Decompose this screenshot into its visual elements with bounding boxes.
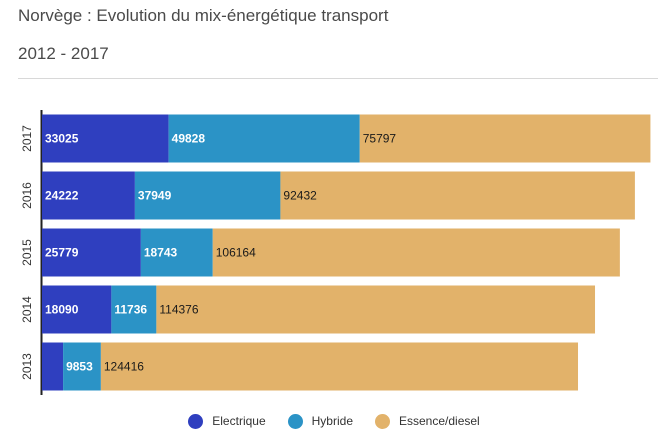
bar-electrique-2013[interactable] bbox=[42, 342, 64, 391]
title-divider bbox=[18, 78, 658, 79]
data-label-hybride-2016: 37949 bbox=[138, 189, 172, 203]
bar-hybride-2014[interactable] bbox=[111, 285, 157, 334]
chart-subtitle: 2012 - 2017 bbox=[18, 44, 109, 63]
chart-title: Norvège : Evolution du mix-énergétique t… bbox=[18, 6, 389, 25]
bar-essence-diesel-2016[interactable] bbox=[280, 171, 635, 220]
data-label-electrique-2016: 24222 bbox=[45, 189, 79, 203]
bar-essence-diesel-2015[interactable] bbox=[212, 228, 620, 277]
data-label-electrique-2014: 18090 bbox=[45, 303, 79, 317]
legend-label-essence: Essence/diesel bbox=[399, 414, 480, 428]
data-label-essence-diesel-2014: 114376 bbox=[159, 303, 198, 317]
bar-hybride-2017[interactable] bbox=[168, 114, 360, 163]
bar-electrique-2014[interactable] bbox=[42, 285, 112, 334]
bar-essence-diesel-2017[interactable] bbox=[359, 114, 651, 163]
legend-label-hybride: Hybride bbox=[311, 414, 353, 428]
legend-swatch-essence bbox=[375, 413, 390, 429]
data-label-essence-diesel-2016: 92432 bbox=[283, 189, 317, 203]
bar-hybride-2015[interactable] bbox=[140, 228, 213, 277]
data-label-hybride-2017: 49828 bbox=[172, 132, 206, 146]
legend-swatch-hybride bbox=[287, 413, 303, 429]
stacked-bar-chart: 2017 33025 49828 75797 2016 24222 37949 92432 20… bbox=[20, 110, 651, 395]
data-label-essence-diesel-2017: 75797 bbox=[363, 132, 397, 146]
category-label-2017: 2017 bbox=[20, 125, 34, 152]
data-label-electrique-2015: 25779 bbox=[45, 246, 79, 260]
bar-hybride-2013[interactable] bbox=[63, 342, 101, 391]
legend: Electrique Hybride Essence/diesel bbox=[0, 411, 668, 431]
bar-electrique-2017[interactable] bbox=[42, 114, 169, 163]
legend-swatch-electrique bbox=[188, 413, 204, 429]
bar-electrique-2016[interactable] bbox=[42, 171, 135, 220]
category-label-2016: 2016 bbox=[20, 182, 34, 209]
bar-hybride-2016[interactable] bbox=[134, 171, 281, 220]
category-label-2014: 2014 bbox=[20, 296, 34, 323]
category-label-2015: 2015 bbox=[20, 239, 34, 266]
bar-electrique-2015[interactable] bbox=[42, 228, 141, 277]
data-label-essence-diesel-2015: 106164 bbox=[216, 246, 256, 260]
legend-item-hybride[interactable]: Hybride bbox=[287, 413, 353, 429]
bar-essence-diesel-2014[interactable] bbox=[156, 285, 596, 334]
legend-label-electrique: Electrique bbox=[212, 414, 266, 428]
legend-item-electrique[interactable]: Electrique bbox=[188, 413, 266, 429]
data-label-electrique-2017: 33025 bbox=[45, 132, 79, 146]
legend-item-essence[interactable]: Essence/diesel bbox=[375, 413, 480, 429]
data-label-essence-diesel-2013: 124416 bbox=[104, 360, 144, 374]
data-label-hybride-2013: 9853 bbox=[66, 360, 93, 374]
bar-essence-diesel-2013[interactable] bbox=[100, 342, 579, 391]
data-label-hybride-2015: 18743 bbox=[144, 246, 178, 260]
data-label-hybride-2014: 11736 bbox=[114, 303, 147, 317]
category-label-2013: 2013 bbox=[20, 353, 34, 380]
